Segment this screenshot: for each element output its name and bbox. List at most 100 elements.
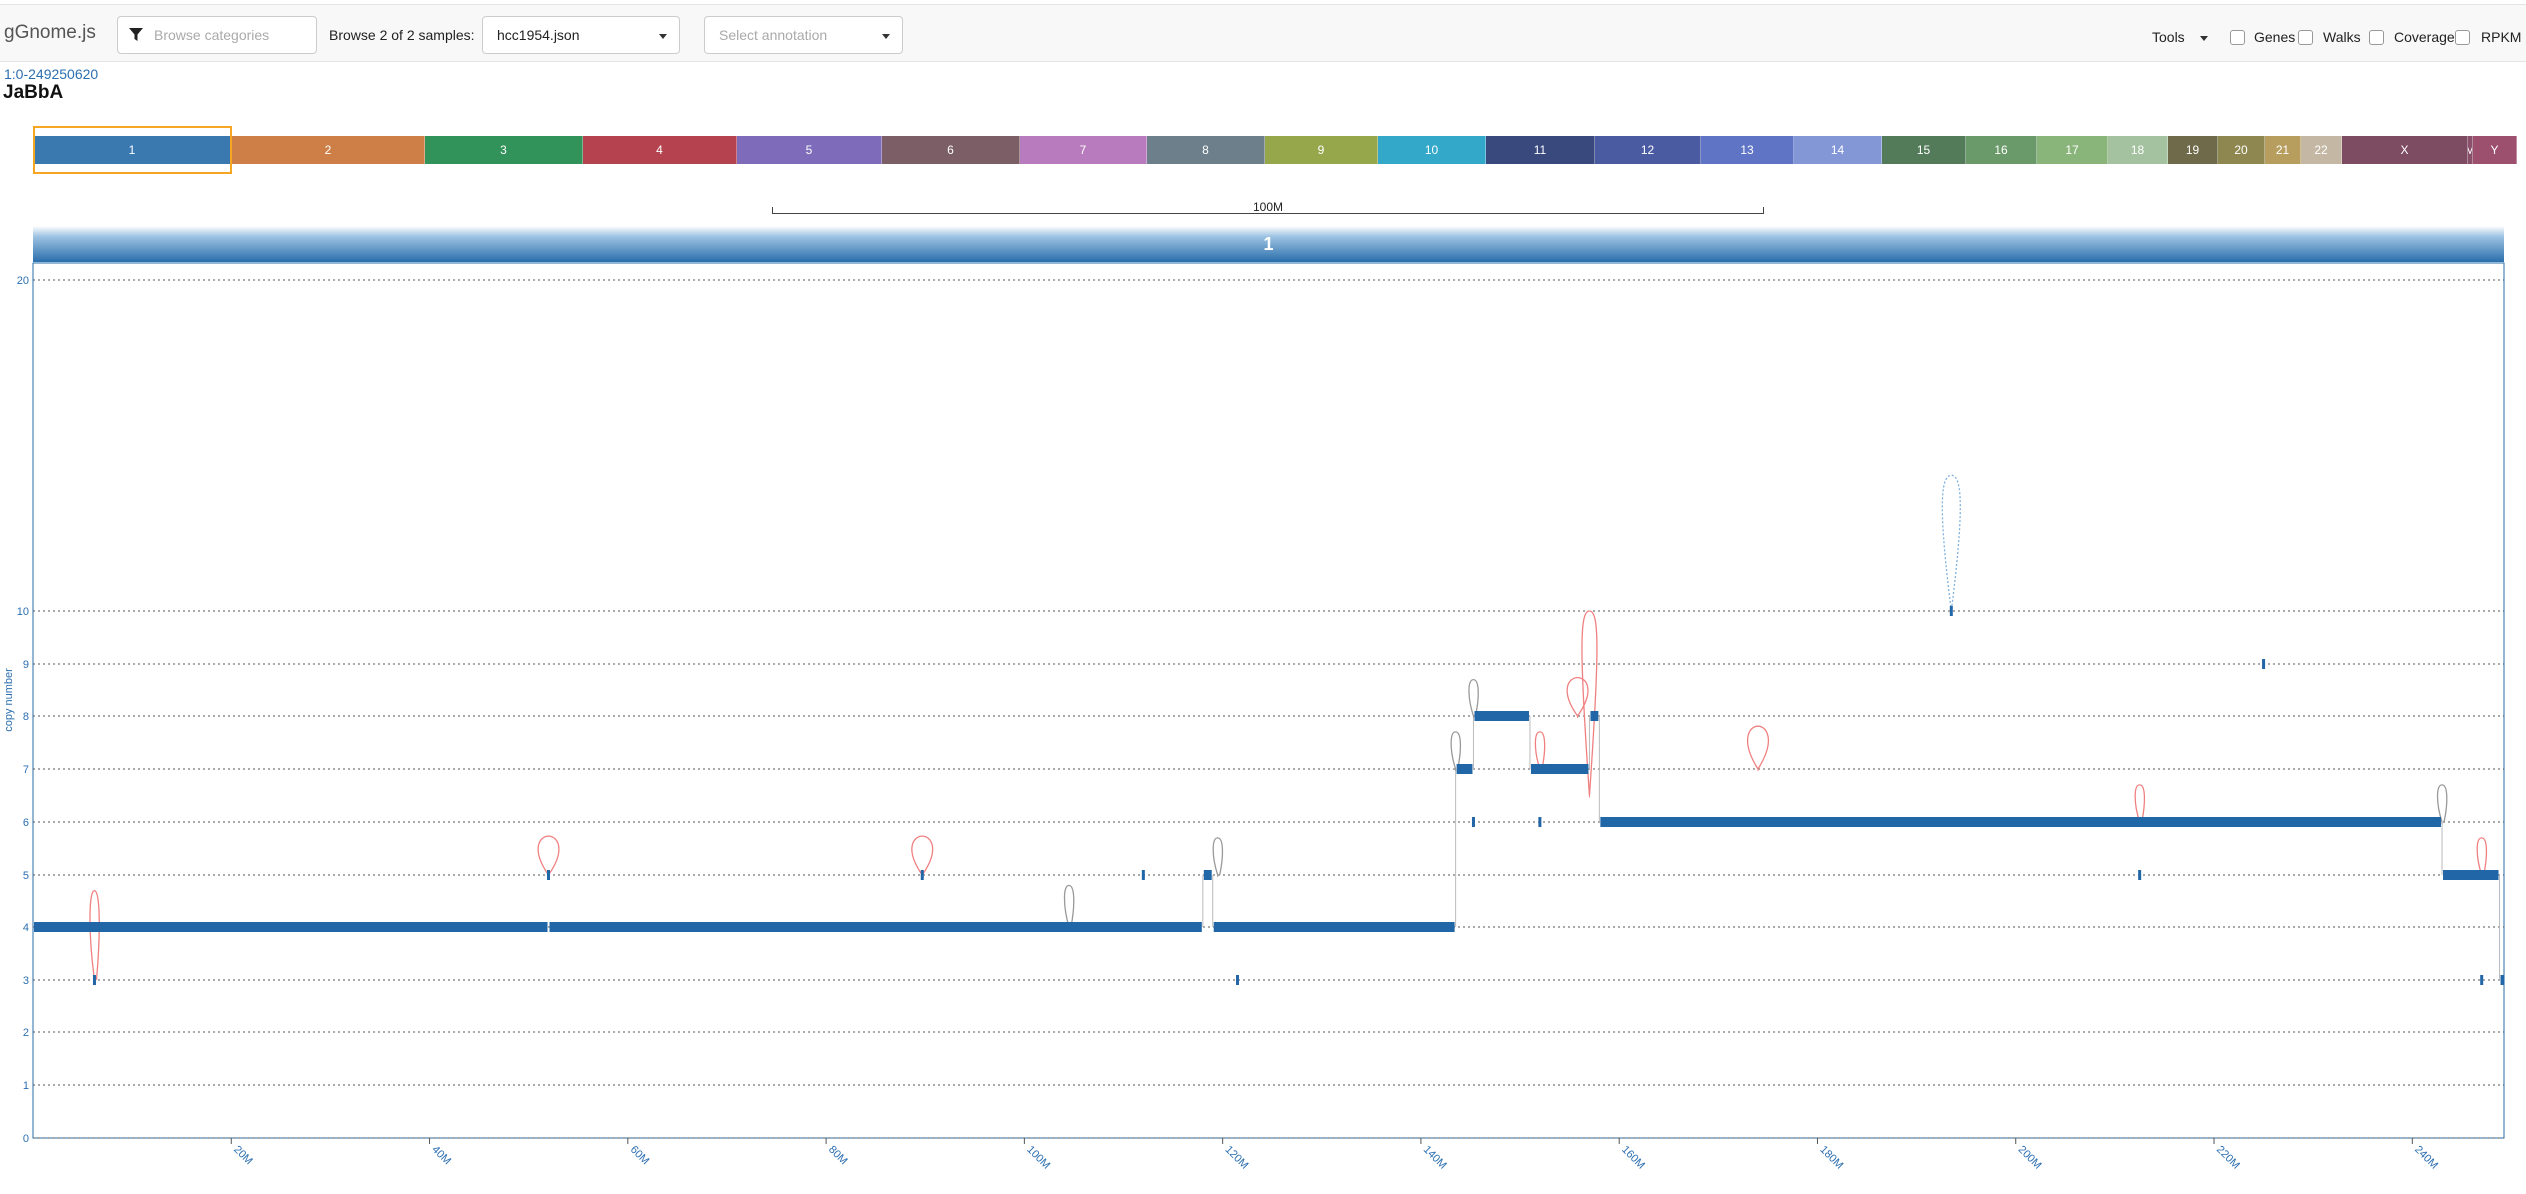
copy-number-segment [1474,711,1529,721]
ref-edge [1063,884,1075,928]
panel-title[interactable]: 1 [33,226,2504,262]
filter-icon [129,28,143,41]
tools-menu[interactable]: Tools [2152,29,2185,45]
y-tick-label: 4 [23,922,29,934]
x-tick-label: 240M [2412,1144,2440,1172]
ref-edge [1468,678,1479,717]
coverage-checkbox[interactable] [2369,30,2384,45]
ref-edge [1212,837,1224,876]
breakpoint-marker [1538,817,1542,827]
x-tick-label: 20M [231,1144,255,1168]
x-tick-label: 60M [628,1144,652,1168]
alt-edge [1566,677,1589,717]
genomic-region-link[interactable]: 1:0-249250620 [4,66,99,82]
y-tick-label: 8 [23,711,29,723]
category-filter-placeholder: Browse categories [154,27,270,43]
chromosome-19[interactable]: 19 [2168,136,2218,164]
chromosome-15[interactable]: 15 [1882,136,1966,164]
alt-edge [2476,837,2488,876]
chromosome-5[interactable]: 5 [737,136,882,164]
chromosome-8[interactable]: 8 [1147,136,1265,164]
alt-edge [1746,725,1770,770]
chromosome-2[interactable]: 2 [232,136,425,164]
chevron-down-icon [882,34,890,39]
alt-edge [1534,731,1546,770]
breakpoint-marker [920,870,924,880]
x-tick-label: 140M [1421,1144,1449,1172]
app-brand[interactable]: gGnome.js [4,22,96,43]
sample-select-value: hcc1954.json [497,27,580,43]
breakpoint-marker [1059,922,1063,932]
plot-frame [32,262,2505,1139]
copy-number-segment [2500,975,2505,985]
chevron-down-icon [659,34,667,39]
chromosome-7[interactable]: 7 [1020,136,1147,164]
chromosome-1[interactable]: 1 [33,136,232,164]
copy-number-segment [1590,711,1599,721]
breakpoint-marker [2480,975,2484,985]
chromosome-selection-brush[interactable] [33,126,232,174]
chromosome-16[interactable]: 16 [1966,136,2037,164]
sample-select[interactable]: hcc1954.json [482,16,680,54]
chromosome-4[interactable]: 4 [583,136,737,164]
x-tick-label: 220M [2214,1144,2242,1172]
browse-samples-label: Browse 2 of 2 samples: [329,27,475,43]
breakpoint-marker [2138,870,2142,880]
chromosome-17[interactable]: 17 [2037,136,2108,164]
chromosome-x[interactable]: X [2342,136,2468,164]
rpkm-label[interactable]: RPKM [2481,29,2522,45]
y-tick-label: 20 [17,275,29,287]
rpkm-checkbox[interactable] [2455,30,2470,45]
chromosome-18[interactable]: 18 [2108,136,2168,164]
breakpoint-marker [1141,870,1145,880]
breakpoint-marker [1471,817,1475,827]
y-tick-label: 10 [17,606,29,618]
alt-edge [89,889,100,981]
chromosome-6[interactable]: 6 [882,136,1020,164]
walks-checkbox[interactable] [2298,30,2313,45]
chromosome-12[interactable]: 12 [1595,136,1701,164]
chromosome-21[interactable]: 21 [2265,136,2301,164]
scale-bar-end-tick [1763,207,1764,213]
category-filter-input[interactable]: Browse categories [117,16,317,54]
y-tick-label: 2 [23,1027,29,1039]
copy-number-segment [1600,817,2442,827]
copy-number-segment [549,922,1202,932]
chromosome-10[interactable]: 10 [1378,136,1486,164]
chromosome-3[interactable]: 3 [425,136,583,164]
y-tick-label: 6 [23,817,29,829]
x-tick-label: 100M [1024,1144,1052,1172]
breakpoint-marker [1949,606,1953,616]
chromosome-9[interactable]: 9 [1265,136,1378,164]
walks-label[interactable]: Walks [2323,29,2361,45]
chromosome-20[interactable]: 20 [2218,136,2265,164]
copy-number-segment [1203,870,1212,880]
breakpoint-marker [92,975,96,985]
tools-caret-icon[interactable] [2200,36,2208,41]
chromosome-14[interactable]: 14 [1794,136,1882,164]
genes-label[interactable]: Genes [2254,29,2296,45]
chromosome-m[interactable]: M [2468,136,2473,164]
x-tick-label: 80M [826,1144,850,1168]
genes-checkbox[interactable] [2230,30,2245,45]
loose-edge [1941,474,1961,612]
coverage-label[interactable]: Coverage [2394,29,2455,45]
copy-number-segment [34,922,548,932]
chromosome-y[interactable]: Y [2473,136,2517,164]
ref-edge [2436,784,2448,823]
y-tick-label: 0 [23,1133,29,1145]
y-tick-label: 3 [23,975,29,987]
alt-edge [2134,784,2146,823]
copy-number-segment [1530,764,1589,774]
chromosome-22[interactable]: 22 [2301,136,2342,164]
chromosome-11[interactable]: 11 [1486,136,1595,164]
top-toolbar: gGnome.js Browse categories Browse 2 of … [0,4,2526,62]
chromosome-13[interactable]: 13 [1701,136,1794,164]
annotation-select[interactable]: Select annotation [704,16,903,54]
x-tick-label: 180M [1817,1144,1845,1172]
chromosome-navigator: 12345678910111213141516171819202122XMY [33,136,2517,164]
breakpoint-marker [2262,659,2266,669]
breakpoint-marker [1236,975,1240,985]
copy-number-segment [1456,764,1473,774]
